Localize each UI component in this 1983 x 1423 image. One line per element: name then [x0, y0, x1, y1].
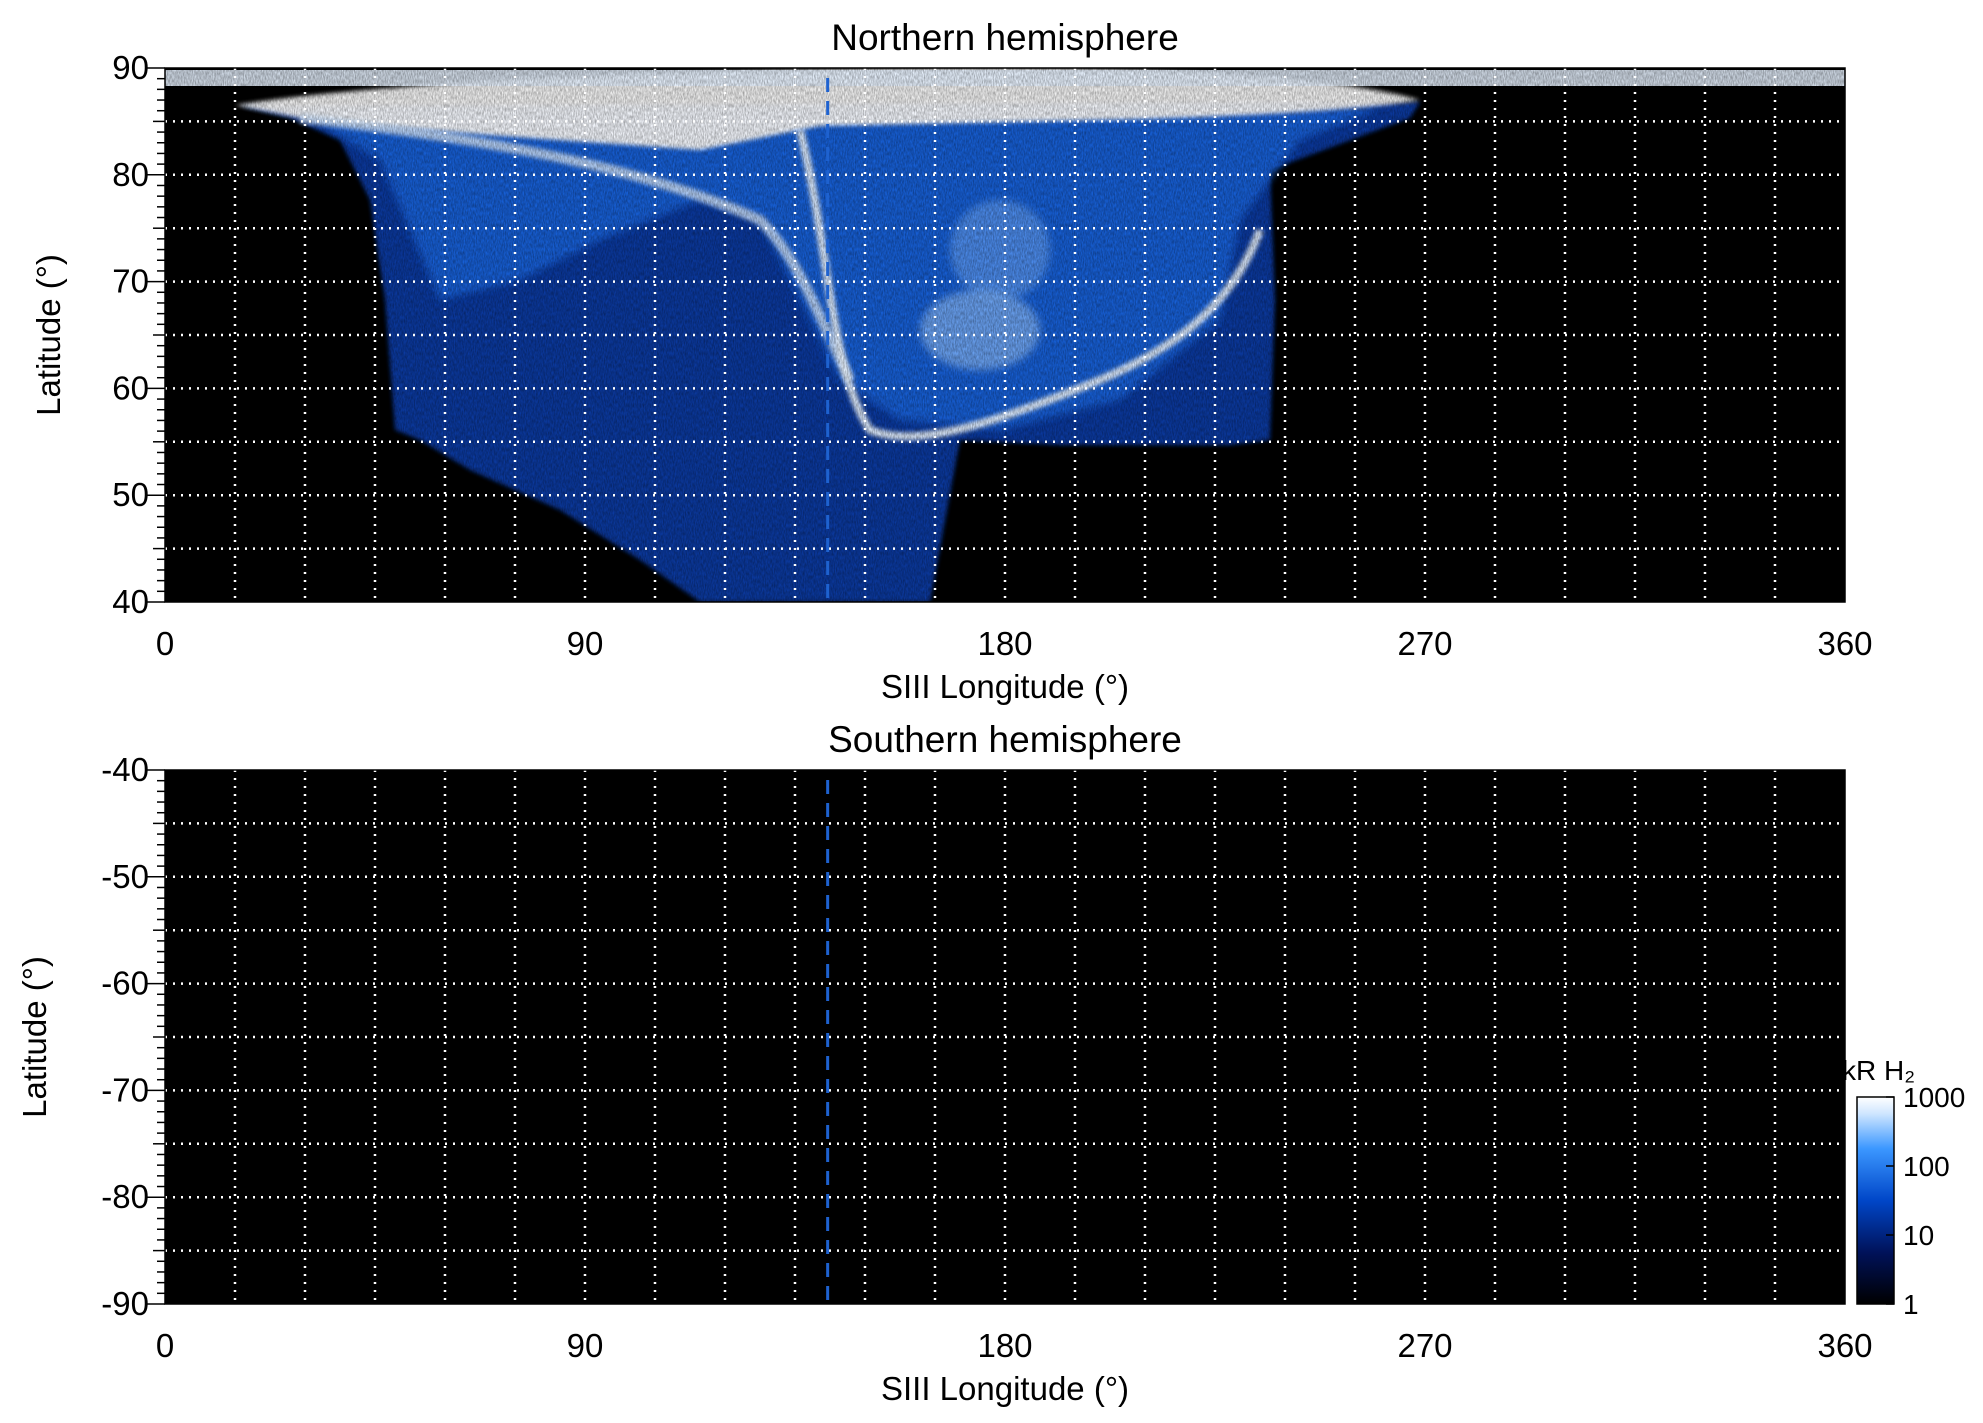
south-y-tick-label: -40 [101, 751, 149, 788]
south-panel-title: Southern hemisphere [828, 719, 1182, 760]
colorbar-gradient [1856, 1096, 1895, 1305]
south-y-tick-label: -70 [101, 1071, 149, 1108]
colorbar-tick-label: 10 [1903, 1220, 1934, 1251]
south-y-tick-label: -60 [101, 965, 149, 1002]
north-y-tick-label: 90 [112, 49, 149, 86]
north-y-tick-label: 70 [112, 263, 149, 300]
south-y-tick-label: -50 [101, 858, 149, 895]
colorbar-tick-label: 100 [1903, 1151, 1950, 1182]
south-ylabel: Latitude (°) [16, 956, 53, 1118]
north-xlabel: SIII Longitude (°) [881, 668, 1129, 705]
north-ylabel: Latitude (°) [30, 254, 67, 416]
south-y-tick-label: -90 [101, 1285, 149, 1322]
north-x-tick-label: 90 [567, 625, 604, 662]
south-xlabel: SIII Longitude (°) [881, 1370, 1129, 1407]
south-x-tick-label: 270 [1397, 1327, 1452, 1364]
north-y-tick-label: 50 [112, 476, 149, 513]
south-y-tick-label: -80 [101, 1178, 149, 1215]
south-x-tick-label: 360 [1817, 1327, 1872, 1364]
north-x-tick-label: 270 [1397, 625, 1452, 662]
south-x-tick-label: 0 [156, 1327, 174, 1364]
south-grid [165, 770, 1845, 1304]
north-x-tick-label: 180 [977, 625, 1032, 662]
south-panel: -40 -50 -60 -70 -80 -900 90 180 270 360 SIII Long… [16, 751, 1873, 1407]
colorbar-tick-label: 1000 [1903, 1082, 1965, 1113]
south-x-tick-label: 180 [977, 1327, 1032, 1364]
north-panel: 40 50 60 70 80 90 0 90 180 270 360 SIII Longitude … [30, 49, 1873, 705]
colorbar-tick-label: 1 [1903, 1289, 1919, 1320]
south-x-tick-label: 90 [567, 1327, 604, 1364]
north-x-tick-label: 360 [1817, 625, 1872, 662]
south-ticks: -40 -50 -60 -70 -80 -900 90 180 270 360 [101, 751, 1872, 1364]
north-y-tick-label: 80 [112, 156, 149, 193]
colorbar: kR H₂ 1000 100 10 1 [1842, 1055, 1965, 1320]
north-panel-title: Northern hemisphere [831, 17, 1179, 58]
north-y-tick-label: 60 [112, 369, 149, 406]
colorbar-label: kR H₂ [1842, 1055, 1915, 1086]
north-y-tick-label: 40 [112, 583, 149, 620]
colorbar-ticks: 1000 100 10 1 [1886, 1082, 1965, 1320]
north-x-tick-label: 0 [156, 625, 174, 662]
north-ticks: 40 50 60 70 80 90 0 90 180 270 360 [112, 49, 1872, 662]
north-grid [165, 68, 1845, 602]
